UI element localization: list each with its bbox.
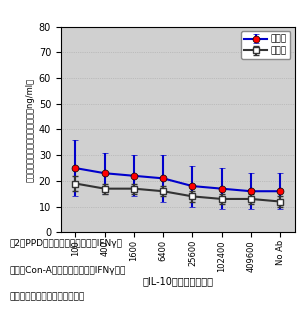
Y-axis label: インターフェロンガンマ産出量（ng/ml）: インターフェロンガンマ産出量（ng/ml） (26, 77, 35, 182)
Text: 激物、Con-Aで刺激した場合のIFNγ産生: 激物、Con-Aで刺激した場合のIFNγ産生 (9, 266, 126, 275)
X-axis label: 抗IL-10抗体の希釈倍率: 抗IL-10抗体の希釈倍率 (142, 276, 213, 286)
Legend: 感染牛, 健康牛: 感染牛, 健康牛 (241, 31, 290, 59)
Text: は抗体添加により変化しない。: は抗体添加により変化しない。 (9, 292, 85, 301)
Text: 図2　PPDの代わりに非特異的なIFNγ刺: 図2 PPDの代わりに非特異的なIFNγ刺 (9, 239, 122, 248)
